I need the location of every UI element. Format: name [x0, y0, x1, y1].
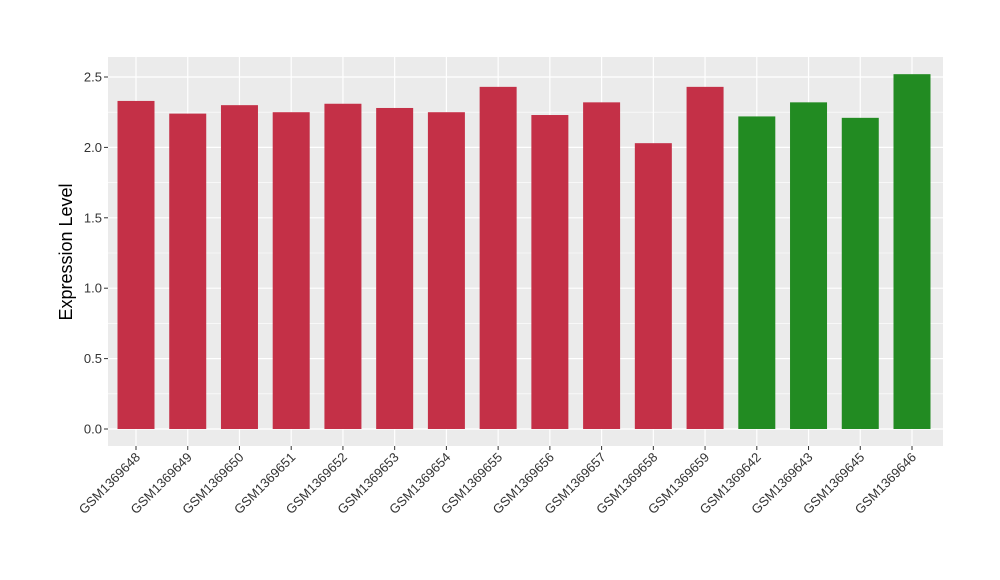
bars [117, 74, 931, 430]
bar [738, 116, 776, 429]
x-axis: GSM1369648GSM1369649GSM1369650GSM1369651… [76, 446, 919, 517]
bar [531, 115, 569, 430]
y-tick-label: 0.5 [84, 351, 102, 366]
bar [686, 86, 724, 429]
bar [790, 102, 828, 430]
bar [272, 112, 310, 429]
bar [841, 117, 879, 429]
bar [634, 143, 672, 429]
bar [220, 105, 258, 429]
bar [324, 103, 362, 429]
y-tick-label: 1.0 [84, 281, 102, 296]
bar [583, 102, 621, 430]
y-tick-label: 2.0 [84, 140, 102, 155]
y-tick-label: 2.5 [84, 70, 102, 85]
y-axis: 0.0 0.5 1.0 1.5 2.0 2.5 [84, 70, 108, 437]
bar [169, 113, 207, 429]
bar [117, 100, 155, 429]
bar [479, 86, 517, 429]
y-tick-label: 0.0 [84, 422, 102, 437]
y-tick-label: 1.5 [84, 210, 102, 225]
y-axis-title: Expression Level [56, 183, 76, 320]
bar [427, 112, 465, 429]
bar [893, 74, 931, 430]
bar [376, 107, 414, 429]
